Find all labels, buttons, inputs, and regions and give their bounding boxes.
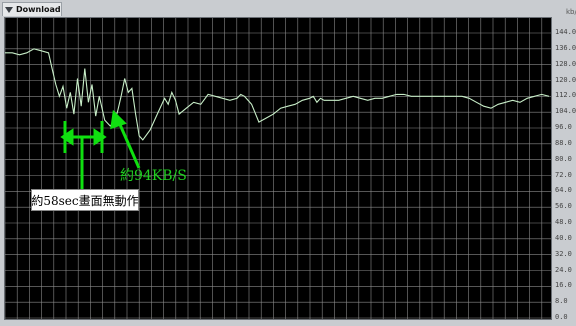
freeze-annotation: 約58sec畫面無動作 (31, 189, 139, 211)
y-tick-label: 128.0 (555, 59, 576, 68)
tab-download-label: Download (16, 5, 61, 14)
y-tick-label: 16.0 (555, 281, 572, 290)
dropdown-triangle-icon (5, 6, 13, 13)
y-tick-label: 56.0 (555, 202, 572, 211)
y-tick-label: 8.0 (555, 297, 568, 306)
y-tick-label: 64.0 (555, 186, 572, 195)
y-tick-label: 120.0 (555, 75, 576, 84)
speed-annotation: 約94KB/S (120, 168, 187, 184)
y-tick-label: 144.0 (555, 28, 576, 36)
y-tick-label: 104.0 (555, 107, 576, 116)
y-tick-label: 80.0 (555, 154, 572, 163)
y-tick-label: 24.0 (555, 265, 572, 274)
y-tick-label: 32.0 (555, 249, 572, 258)
y-tick-label: 40.0 (555, 233, 572, 242)
y-tick-label: 96.0 (555, 123, 572, 131)
y-tick-label: 0.0 (555, 313, 568, 321)
y-tick-label: 72.0 (555, 170, 572, 179)
y-tick-label: 48.0 (555, 218, 572, 226)
tab-download[interactable]: Download (2, 2, 62, 16)
y-tick-label: 88.0 (555, 138, 572, 147)
grid-lines (5, 18, 551, 319)
bandwidth-line (5, 48, 550, 141)
bandwidth-graph (4, 17, 552, 320)
y-tick-label: 136.0 (555, 43, 576, 52)
unit-label: kb/s (566, 8, 576, 16)
bandwidth-chart-svg (5, 18, 551, 319)
y-tick-label: 112.0 (555, 91, 576, 100)
